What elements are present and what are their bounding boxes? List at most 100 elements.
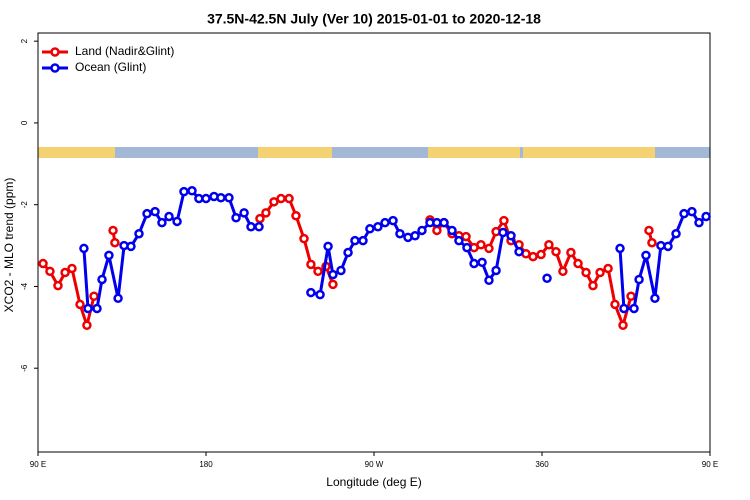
- x-axis-title: Longitude (deg E): [326, 475, 421, 489]
- data-point: [92, 303, 102, 314]
- legend-marker: [50, 47, 60, 57]
- data-point: [380, 217, 390, 228]
- data-point: [126, 241, 136, 252]
- data-point: [157, 217, 167, 228]
- data-point: [634, 274, 644, 285]
- data-point: [67, 263, 77, 274]
- data-point: [395, 228, 405, 239]
- data-point: [644, 225, 654, 236]
- data-point: [373, 222, 383, 232]
- data-point: [687, 206, 697, 217]
- data-point: [269, 197, 279, 207]
- data-point: [432, 225, 442, 236]
- data-point: [261, 208, 271, 218]
- data-point: [216, 192, 226, 203]
- data-point: [231, 213, 241, 223]
- data-point: [573, 258, 583, 269]
- data-point: [313, 266, 323, 277]
- y-tick-label: 0: [20, 120, 29, 125]
- data-point: [454, 235, 464, 246]
- data-point: [462, 242, 472, 253]
- data-point: [410, 231, 420, 241]
- data-point: [498, 227, 508, 238]
- data-point: [343, 247, 353, 258]
- data-point: [566, 247, 576, 258]
- data-point: [469, 258, 479, 269]
- data-point: [97, 274, 107, 285]
- data-point: [179, 186, 189, 197]
- data-point: [641, 250, 651, 261]
- x-tick-label: 90 W: [365, 460, 384, 469]
- y-tick-label: -2: [20, 201, 29, 209]
- data-point: [477, 257, 487, 268]
- data-point: [388, 215, 398, 226]
- data-point: [150, 206, 160, 217]
- data-point: [558, 266, 568, 277]
- data-point: [83, 303, 93, 314]
- data-point: [417, 225, 427, 236]
- data-point: [626, 291, 636, 302]
- data-point: [291, 210, 301, 221]
- data-point: [45, 266, 55, 277]
- x-tick-label: 90 E: [702, 460, 718, 469]
- x-tick-label: 90 E: [30, 460, 46, 469]
- legend-label: Ocean (Glint): [75, 60, 146, 74]
- data-point: [615, 243, 625, 254]
- data-point: [595, 267, 605, 278]
- data-point: [60, 267, 70, 278]
- data-point: [679, 208, 689, 219]
- data-point: [306, 287, 316, 298]
- data-point: [239, 208, 249, 218]
- y-tick-label: 2: [20, 38, 29, 43]
- data-point: [484, 243, 494, 254]
- data-point: [551, 246, 561, 257]
- data-point: [82, 320, 92, 331]
- data-point: [306, 259, 316, 270]
- data-point: [619, 303, 629, 314]
- legend-label: Land (Nadir&Glint): [75, 44, 174, 58]
- data-point: [254, 222, 264, 232]
- map-strip: [38, 147, 710, 158]
- data-point: [336, 265, 346, 276]
- data-point: [588, 280, 598, 291]
- data-point: [365, 224, 375, 234]
- data-point: [315, 289, 325, 300]
- data-point: [476, 239, 486, 250]
- data-point: [506, 231, 516, 241]
- data-point: [514, 246, 524, 257]
- data-point: [255, 213, 265, 224]
- data-point: [164, 211, 174, 222]
- data-point: [75, 299, 85, 310]
- data-point: [694, 217, 704, 228]
- data-point: [104, 250, 114, 261]
- data-point: [701, 211, 711, 222]
- data-point: [108, 225, 118, 236]
- y-tick-label: -4: [20, 282, 29, 290]
- data-point: [38, 258, 48, 269]
- data-point: [299, 233, 309, 244]
- data-point: [201, 193, 211, 204]
- data-point: [647, 237, 657, 248]
- x-tick-label: 360: [535, 460, 549, 469]
- data-point: [491, 265, 501, 276]
- data-point: [629, 303, 639, 314]
- data-point: [350, 235, 360, 246]
- data-point: [328, 269, 338, 280]
- data-point: [172, 216, 182, 227]
- data-point: [113, 293, 123, 304]
- data-point: [528, 251, 538, 262]
- data-point: [328, 279, 338, 290]
- data-point: [461, 231, 471, 242]
- data-point: [187, 186, 197, 196]
- data-point: [224, 192, 234, 203]
- data-point: [110, 237, 120, 248]
- series-line: [41, 197, 654, 331]
- data-point: [358, 235, 368, 246]
- data-point: [544, 239, 554, 250]
- data-point: [603, 263, 613, 274]
- data-point: [581, 267, 591, 278]
- y-axis-title: XCO2 - MLO trend (ppm): [2, 178, 16, 313]
- plot-frame: [37, 32, 711, 453]
- data-point: [284, 193, 294, 204]
